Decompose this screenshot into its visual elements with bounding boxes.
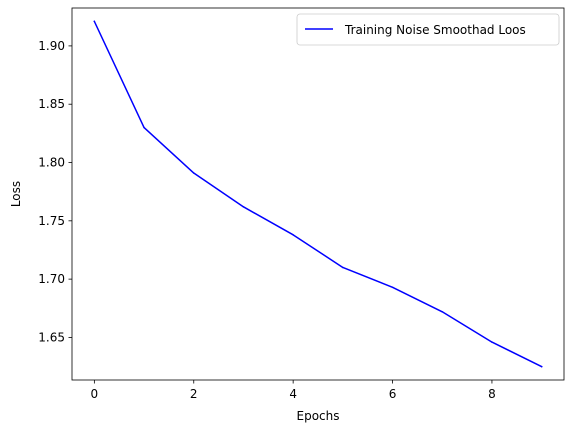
- y-tick-label: 1.70: [38, 272, 65, 286]
- x-axis-label: Epochs: [297, 409, 340, 423]
- legend-label: Training Noise Smoothad Loos: [344, 23, 526, 37]
- y-tick-label: 1.80: [38, 156, 65, 170]
- y-axis-ticks: 1.65 1.70 1.75 1.80 1.85 1.90: [38, 39, 72, 344]
- x-tick-label: 4: [289, 387, 297, 401]
- y-axis-label: Loss: [9, 181, 23, 207]
- plot-frame: [71, 7, 565, 381]
- y-tick-label: 1.65: [38, 330, 65, 344]
- data-point: [491, 341, 493, 343]
- data-point: [143, 126, 145, 129]
- y-tick-label: 1.85: [38, 97, 65, 111]
- data-point: [540, 365, 543, 368]
- data-point: [342, 266, 344, 269]
- data-point: [93, 20, 96, 23]
- x-tick-label: 6: [389, 387, 397, 401]
- x-tick-label: 8: [488, 387, 496, 401]
- x-tick-label: 2: [190, 387, 198, 401]
- x-axis-ticks: 0 2 4 6 8: [91, 380, 496, 401]
- x-tick-label: 0: [91, 387, 99, 401]
- data-point: [193, 172, 195, 174]
- data-point: [441, 311, 443, 313]
- series-line: [93, 20, 543, 368]
- plot-area: [72, 8, 564, 380]
- legend-box: [296, 13, 560, 46]
- data-point: [242, 206, 245, 208]
- y-tick-label: 1.90: [38, 39, 65, 53]
- legend: Training Noise Smoothad Loos: [296, 13, 560, 46]
- data-point: [292, 234, 294, 236]
- series-layer: [93, 20, 543, 368]
- data-point: [391, 286, 394, 289]
- y-tick-label: 1.75: [38, 214, 65, 228]
